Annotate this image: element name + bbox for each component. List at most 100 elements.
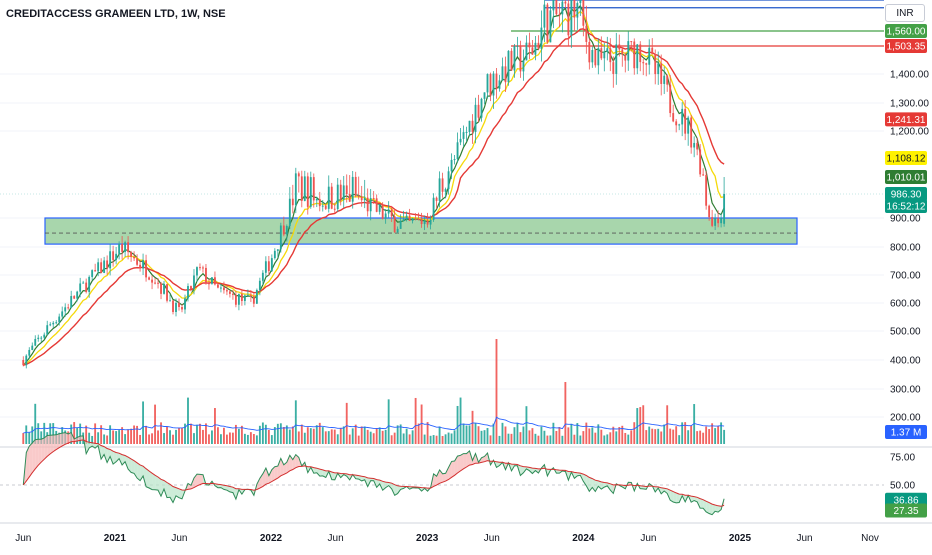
- candle-body: [322, 206, 324, 207]
- volume-bar: [567, 427, 569, 444]
- volume-bar: [25, 425, 27, 444]
- candle-body: [49, 324, 51, 325]
- volume-bar: [415, 398, 417, 444]
- volume-bar: [175, 430, 177, 444]
- candle-body: [370, 198, 372, 211]
- volume-bar: [310, 428, 312, 444]
- volume-bar: [109, 425, 111, 444]
- candle-body: [549, 10, 551, 42]
- volume-bar: [277, 424, 279, 444]
- candle-body: [624, 55, 626, 61]
- candle-body: [157, 283, 159, 284]
- rsi-fill: [131, 459, 134, 474]
- volume-bar: [229, 432, 231, 444]
- candle-body: [430, 220, 432, 225]
- volume-bar: [648, 427, 650, 444]
- candle-body: [121, 244, 123, 252]
- volume-bar: [403, 433, 405, 444]
- candle-body: [639, 44, 641, 62]
- candle-body: [193, 275, 195, 289]
- candle-body: [145, 260, 147, 277]
- rsi-fill: [32, 440, 35, 473]
- candle-body: [346, 185, 348, 194]
- candle-body: [642, 62, 644, 63]
- candle-body: [304, 176, 306, 201]
- y-tick-label: 400.00: [890, 356, 921, 367]
- volume-bar: [223, 428, 225, 444]
- price-label: 986.30: [891, 190, 922, 201]
- volume-bar: [558, 427, 560, 444]
- volume-bar: [436, 436, 438, 444]
- volume-bar: [163, 433, 165, 444]
- candle-body: [693, 143, 695, 148]
- candle-body: [543, 5, 545, 28]
- volume-bar: [490, 435, 492, 444]
- candle-body: [687, 118, 689, 134]
- candle-body: [490, 74, 492, 95]
- volume-bar: [690, 426, 692, 444]
- y-tick-label: 700.00: [890, 271, 921, 282]
- volume-bar: [94, 423, 96, 444]
- x-tick-label: Jun: [484, 533, 500, 544]
- volume-bar: [508, 434, 510, 444]
- volume-bar: [612, 427, 614, 444]
- volume-bar: [190, 424, 192, 444]
- rsi-fill: [41, 438, 44, 462]
- candle-body: [460, 139, 462, 142]
- candle-body: [106, 260, 108, 268]
- volume-bar: [241, 426, 243, 444]
- candle-body: [526, 43, 528, 61]
- candle-body: [307, 176, 309, 206]
- volume-bar: [702, 433, 704, 444]
- volume-bar: [499, 436, 501, 444]
- y-tick-label: 600.00: [890, 299, 921, 310]
- candle-body: [373, 198, 375, 199]
- candle-body: [166, 284, 168, 301]
- candles: [22, 0, 725, 368]
- volume-bar: [346, 403, 348, 444]
- rsi-fill: [44, 435, 47, 459]
- rsi-fill: [146, 469, 149, 488]
- volume-bar: [199, 424, 201, 444]
- volume-bar: [247, 435, 249, 444]
- candle-body: [472, 121, 474, 132]
- candle-body: [382, 205, 384, 219]
- grid: [0, 74, 884, 417]
- candle-body: [313, 177, 315, 200]
- rsi-pane: [0, 433, 932, 524]
- y-tick-label: 300.00: [890, 385, 921, 396]
- candle-body: [615, 44, 617, 74]
- volume-bar: [517, 423, 519, 444]
- ema-short-line: [23, 6, 724, 365]
- volume-bar: [364, 426, 366, 444]
- volume-bar: [148, 434, 150, 444]
- candle-body: [663, 76, 665, 84]
- candle-body: [127, 242, 129, 252]
- rsi-fill: [50, 435, 53, 454]
- volume-bar: [717, 426, 719, 444]
- candle-body: [523, 60, 525, 71]
- candle-body: [115, 254, 117, 260]
- candle-body: [708, 206, 710, 217]
- volume-bar: [433, 435, 435, 444]
- volume-bar: [669, 429, 671, 444]
- currency-selector[interactable]: INR: [885, 4, 925, 22]
- candle-body: [436, 198, 438, 201]
- candle-body: [597, 48, 599, 65]
- y-tick-label: 200.00: [890, 413, 921, 424]
- volume-bar: [238, 429, 240, 444]
- rsi-fill: [149, 471, 152, 490]
- candle-body: [55, 322, 57, 323]
- candle-body: [517, 46, 519, 47]
- candle-body: [585, 26, 587, 42]
- candle-body: [199, 267, 201, 268]
- candle-body: [172, 300, 174, 312]
- candle-body: [570, 0, 572, 35]
- candle-body: [537, 43, 539, 49]
- candle-body: [85, 283, 87, 292]
- volume-bar: [711, 423, 713, 444]
- candle-body: [208, 283, 210, 284]
- candle-body: [364, 198, 366, 201]
